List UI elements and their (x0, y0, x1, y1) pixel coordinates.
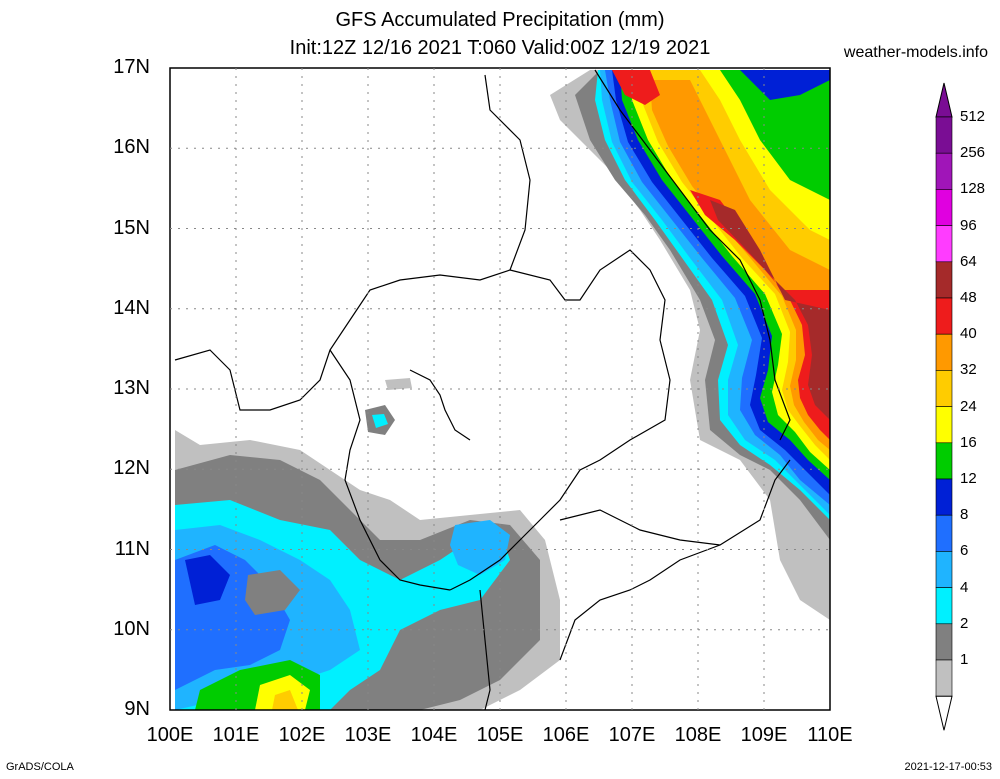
longitude-label: 101E (212, 724, 260, 746)
legend-swatch (935, 116, 953, 154)
legend-swatch (935, 514, 953, 552)
legend-swatch (935, 442, 953, 480)
footer-software: GrADS/COLA (6, 761, 74, 773)
longitude-label: 106E (542, 724, 590, 746)
latitude-label: 11N (114, 537, 150, 560)
legend-label: 2 (960, 614, 969, 632)
legend-label: 16 (960, 433, 977, 451)
longitude-label: 104E (410, 724, 458, 746)
latitude-label: 15N (113, 216, 150, 239)
legend-swatch (935, 225, 953, 263)
latitude-label: 9N (124, 698, 150, 720)
legend-color-bar (935, 82, 953, 731)
legend-label: 64 (960, 252, 977, 270)
legend-label: 32 (960, 361, 977, 379)
legend-swatch (935, 587, 953, 625)
legend-swatch (935, 333, 953, 371)
legend-label: 24 (960, 397, 977, 415)
footer-timestamp: 2021-12-17-00:53 (904, 761, 992, 773)
graticule (170, 68, 830, 710)
legend-swatch (935, 478, 953, 516)
legend-bottom-arrow (935, 695, 953, 731)
longitude-label: 103E (344, 724, 392, 746)
legend-top-arrow (935, 82, 953, 118)
latitude-label: 16N (113, 136, 150, 159)
longitude-label: 105E (476, 724, 524, 746)
borders (174, 69, 791, 711)
longitude-label: 102E (278, 724, 326, 746)
longitude-label: 110E (807, 724, 853, 746)
legend-label: 1 (960, 651, 969, 668)
site-credit: weather-models.info (843, 44, 988, 61)
longitude-label: 108E (674, 724, 722, 746)
legend-label: 6 (960, 542, 969, 560)
legend-swatch (935, 370, 953, 407)
legend-swatch (935, 623, 953, 661)
legend-label: 256 (960, 144, 986, 162)
legend-swatch (935, 297, 953, 335)
legend-label: 8 (960, 506, 969, 524)
precip-field-east (550, 70, 830, 620)
legend-label: 128 (960, 180, 986, 198)
legend-swatch (935, 152, 953, 190)
legend-label: 12 (960, 470, 977, 487)
legend-label: 96 (960, 216, 977, 234)
latitude-label: 10N (113, 617, 150, 640)
latitude-label: 14N (113, 296, 150, 319)
legend-swatch (935, 261, 953, 299)
legend-label: 512 (960, 108, 986, 125)
legend-swatch (935, 659, 953, 697)
map-title-line1: GFS Accumulated Precipitation (mm) (335, 9, 665, 31)
precip-field-west (175, 378, 560, 710)
map-title-line2: Init:12Z 12/16 2021 T:060 Valid:00Z 12/1… (289, 37, 711, 59)
legend-swatch (935, 406, 953, 444)
legend-label: 48 (960, 289, 977, 306)
legend-label: 4 (960, 578, 969, 596)
legend-swatch (935, 551, 953, 588)
latitude-label: 12N (113, 457, 150, 480)
latitude-label: 17N (113, 56, 150, 78)
legend-label: 40 (960, 325, 977, 343)
longitude-label: 107E (608, 724, 656, 746)
latitude-label: 13N (113, 377, 150, 399)
legend-swatch (935, 189, 953, 226)
longitude-label: 109E (740, 724, 788, 746)
longitude-label: 100E (146, 724, 194, 746)
